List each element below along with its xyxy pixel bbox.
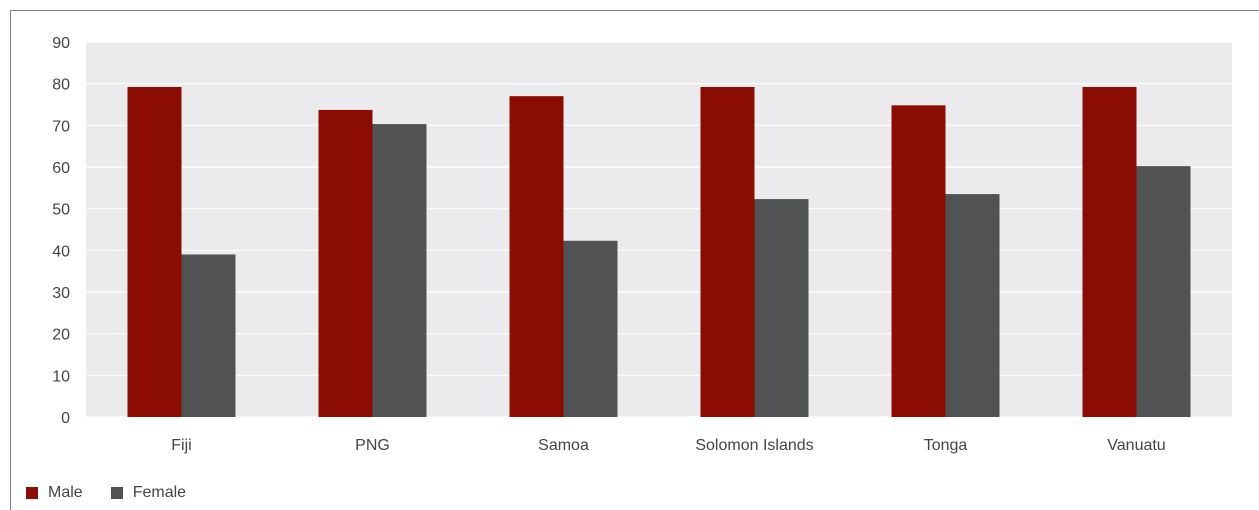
legend-item-male: Male (26, 484, 83, 502)
bar-female-fiji (181, 254, 236, 417)
bar-female-tonga (945, 194, 1000, 417)
plot-area (86, 42, 1232, 417)
y-tick-label-80: 80 (52, 77, 70, 94)
bar-male-fiji (127, 87, 182, 417)
legend-label-male: Male (48, 484, 83, 501)
legend-label-female: Female (132, 484, 187, 501)
y-tick-label-60: 60 (52, 160, 70, 177)
x-tick-label-png: PNG (355, 437, 390, 454)
legend-item-female: Female (110, 484, 187, 502)
y-tick-label-50: 50 (52, 202, 70, 219)
bar-male-tonga (891, 105, 946, 417)
bar-male-vanuatu (1082, 87, 1137, 417)
bar-female-vanuatu (1136, 166, 1191, 417)
bar-female-png (372, 124, 427, 417)
y-tick-label-90: 90 (52, 35, 70, 52)
bar-male-png (318, 109, 373, 418)
x-tick-label-samoa: Samoa (538, 437, 589, 454)
x-tick-label-tonga: Tonga (924, 437, 968, 454)
x-tick-label-fiji: Fiji (171, 437, 191, 454)
legend: Male Female (26, 484, 214, 502)
y-tick-label-20: 20 (52, 327, 70, 344)
y-tick-label-10: 10 (52, 368, 70, 385)
bar-female-samoa (563, 240, 618, 417)
chart-frame (10, 10, 1259, 510)
x-tick-label-solomon-islands: Solomon Islands (695, 437, 813, 454)
bar-male-samoa (509, 96, 564, 418)
y-tick-label-30: 30 (52, 285, 70, 302)
y-tick-label-40: 40 (52, 243, 70, 260)
bar-female-solomon-islands (754, 199, 809, 417)
legend-swatch-male (26, 487, 38, 499)
x-tick-label-vanuatu: Vanuatu (1107, 437, 1165, 454)
bar-male-solomon-islands (700, 87, 755, 417)
y-tick-label-70: 70 (52, 118, 70, 135)
y-tick-label-0: 0 (61, 410, 70, 427)
legend-swatch-female (110, 487, 123, 499)
